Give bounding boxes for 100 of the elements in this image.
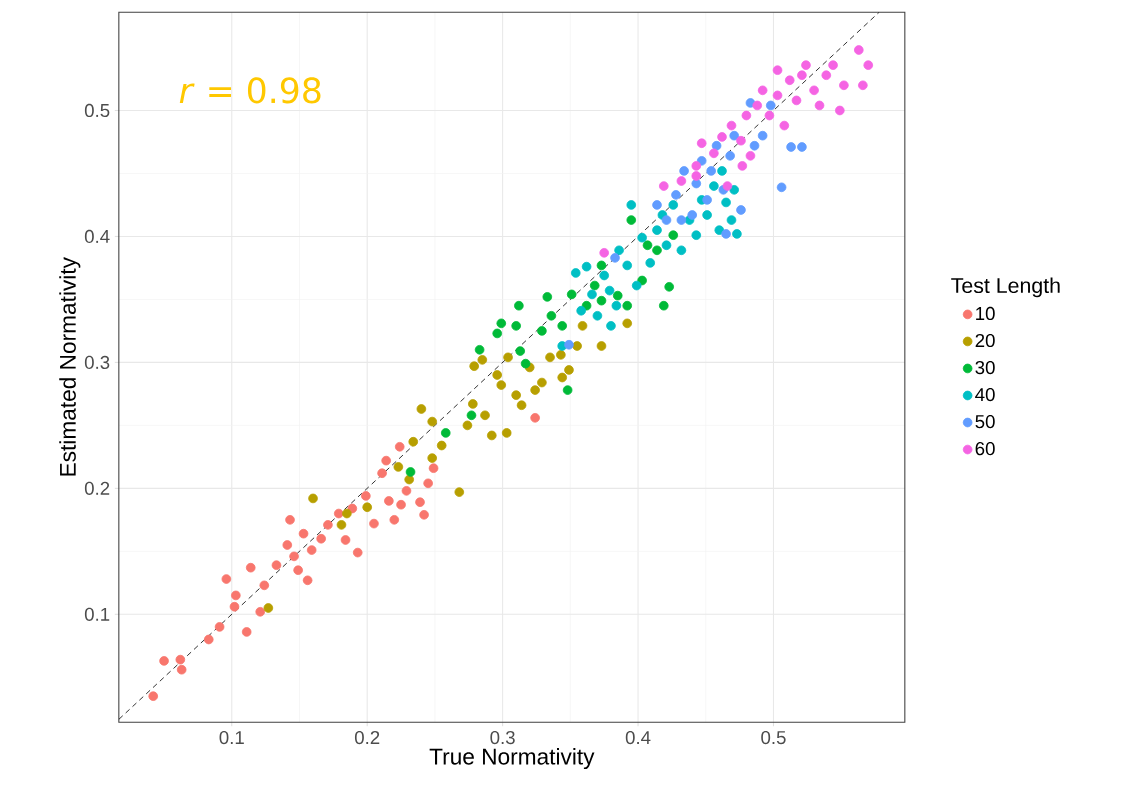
point <box>405 467 416 477</box>
point <box>440 428 451 438</box>
point <box>752 100 763 111</box>
point <box>717 166 727 176</box>
point <box>671 190 681 200</box>
point <box>696 138 707 149</box>
point <box>542 292 553 302</box>
point <box>436 440 447 451</box>
point <box>342 508 352 519</box>
point <box>570 268 581 278</box>
point <box>676 176 687 186</box>
point <box>333 508 344 519</box>
point <box>722 181 733 191</box>
point <box>203 634 214 645</box>
point <box>289 551 299 562</box>
point <box>298 528 309 539</box>
point <box>496 380 507 390</box>
point <box>809 85 819 96</box>
point <box>468 399 478 409</box>
point <box>749 140 760 151</box>
x-tick-label: 0.1 <box>219 730 244 745</box>
point <box>282 540 293 550</box>
point <box>293 565 303 576</box>
point <box>576 305 586 316</box>
y-tick-label: 0.5 <box>84 103 110 118</box>
point <box>336 520 347 530</box>
point <box>702 210 712 220</box>
point <box>776 182 787 193</box>
legend-label: 20 <box>975 333 995 348</box>
point <box>577 321 588 331</box>
point <box>394 441 405 452</box>
point <box>396 499 406 510</box>
legend-label: 40 <box>975 387 995 402</box>
point <box>480 410 490 421</box>
point <box>486 430 497 441</box>
point <box>148 691 159 701</box>
point <box>797 142 807 152</box>
point <box>711 140 722 151</box>
point <box>772 90 783 101</box>
point <box>797 70 807 81</box>
point <box>587 289 597 300</box>
point <box>537 326 547 336</box>
point <box>361 491 371 501</box>
y-axis-title: Estimated Normativity <box>59 257 81 476</box>
point <box>566 289 577 300</box>
point <box>416 404 427 414</box>
point <box>231 590 241 601</box>
point <box>668 200 679 210</box>
point <box>709 181 719 191</box>
point <box>159 656 169 666</box>
y-tick-label: 0.3 <box>84 355 110 369</box>
point <box>626 215 637 225</box>
point <box>858 80 868 91</box>
point <box>306 545 317 555</box>
point <box>658 300 669 311</box>
point <box>592 310 603 321</box>
point <box>622 300 633 311</box>
point <box>496 318 507 329</box>
point <box>691 161 702 171</box>
point <box>369 518 379 529</box>
point <box>757 130 768 141</box>
point <box>702 195 712 205</box>
point <box>622 260 633 271</box>
point <box>316 533 326 544</box>
point <box>599 248 609 258</box>
point <box>492 370 503 380</box>
point <box>492 328 503 339</box>
legend-label: 50 <box>975 414 995 429</box>
x-axis-title: True Normativity <box>429 748 595 770</box>
point <box>564 339 574 350</box>
point <box>729 130 739 141</box>
point <box>389 515 400 525</box>
point <box>801 60 811 70</box>
point <box>564 365 574 375</box>
point <box>721 229 731 239</box>
y-tick-label: 0.1 <box>84 607 110 621</box>
point <box>427 416 438 427</box>
point <box>263 603 274 613</box>
point <box>784 75 795 86</box>
point <box>791 95 802 106</box>
point <box>642 240 653 251</box>
point <box>466 410 477 421</box>
point <box>477 355 488 365</box>
point <box>427 453 438 463</box>
point <box>745 151 756 161</box>
point <box>765 100 776 111</box>
point <box>428 463 439 473</box>
point <box>772 65 783 75</box>
y-tick-label: 0.2 <box>84 481 110 495</box>
point <box>691 230 702 240</box>
point <box>384 496 394 506</box>
point <box>853 45 864 55</box>
point <box>285 515 295 525</box>
point <box>462 420 473 431</box>
point <box>419 510 429 520</box>
point <box>726 120 737 131</box>
point <box>779 120 790 131</box>
point <box>721 197 731 208</box>
point <box>709 148 719 159</box>
point <box>589 280 600 291</box>
